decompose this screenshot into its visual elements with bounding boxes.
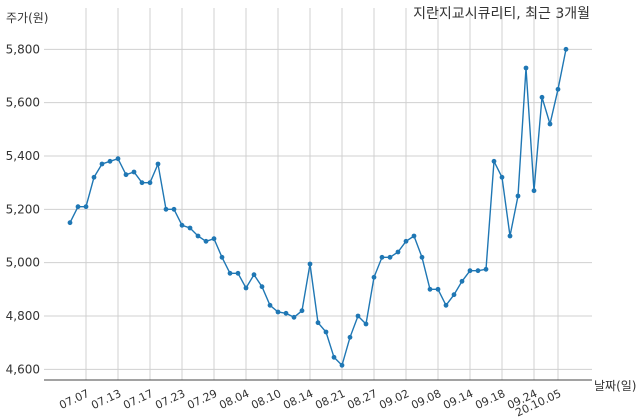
x-tick-label: 09.18 [473, 387, 507, 412]
price-point [283, 310, 289, 316]
y-tick-label: 4,600 [6, 362, 40, 376]
x-tick-label: 08.04 [217, 387, 251, 412]
price-point [315, 320, 321, 326]
price-point [299, 308, 305, 314]
price-point [275, 309, 281, 315]
price-point [395, 249, 401, 255]
price-point [107, 158, 113, 164]
x-axis-label: 날짜(일) [594, 379, 636, 393]
price-point [67, 220, 73, 226]
price-point [187, 225, 193, 231]
y-tick-label: 5,600 [6, 96, 40, 110]
price-point [243, 285, 249, 291]
price-point [235, 270, 241, 276]
price-points [67, 46, 569, 368]
price-point [195, 233, 201, 239]
x-tick-label: 08.14 [281, 387, 315, 412]
y-tick-label: 5,000 [6, 256, 40, 270]
price-point [467, 268, 473, 274]
x-tick-label: 09.08 [409, 387, 443, 412]
price-point [443, 302, 449, 308]
x-tick-label: 07.13 [89, 387, 123, 412]
price-point [387, 254, 393, 260]
price-point [91, 174, 97, 180]
price-point [155, 161, 161, 167]
price-point [499, 174, 505, 180]
x-tick-label: 07.23 [153, 387, 187, 412]
price-point [211, 236, 217, 242]
price-point [171, 206, 177, 212]
price-point [227, 270, 233, 276]
price-point [547, 121, 553, 127]
price-point [491, 158, 497, 164]
price-point [99, 161, 105, 167]
price-point [131, 169, 137, 175]
y-tick-label: 5,200 [6, 202, 40, 216]
price-point [323, 329, 329, 335]
price-point [139, 180, 145, 186]
price-point [371, 274, 377, 280]
y-tick-labels: 4,600 4,800 5,000 5,200 5,400 5,600 5,800 [6, 42, 40, 376]
price-series-line [69, 49, 567, 367]
price-point [563, 46, 569, 52]
price-point [291, 314, 297, 320]
price-point [419, 254, 425, 260]
price-point [203, 238, 209, 244]
price-point [539, 94, 545, 100]
price-point [75, 204, 81, 210]
y-axis-label: 주가(원) [6, 11, 48, 25]
price-point [515, 193, 521, 199]
price-point [363, 321, 369, 327]
price-point [379, 254, 385, 260]
price-point [331, 354, 337, 360]
price-point [123, 172, 129, 178]
y-tick-label: 5,800 [6, 42, 40, 56]
x-tick-label: 09.14 [441, 387, 475, 412]
price-point [115, 156, 121, 162]
price-point [435, 286, 441, 292]
price-point [347, 334, 353, 340]
price-point [339, 362, 345, 368]
price-point [83, 204, 89, 210]
price-point [475, 268, 481, 274]
price-point [259, 284, 265, 290]
price-point [411, 233, 417, 239]
price-point [507, 233, 513, 239]
price-point [219, 254, 225, 260]
x-tick-labels: 07.0707.1307.1707.2307.2908.0408.1008.14… [57, 387, 563, 419]
price-point [555, 86, 561, 92]
price-point [251, 272, 257, 278]
price-point [459, 278, 465, 284]
price-point [523, 65, 529, 71]
price-point [307, 261, 313, 267]
x-tick-label: 07.17 [121, 387, 155, 412]
price-point [147, 180, 153, 186]
y-tick-label: 5,400 [6, 149, 40, 163]
price-point [451, 292, 457, 298]
x-tick-label: 07.07 [57, 387, 91, 412]
price-point [427, 286, 433, 292]
y-tick-label: 4,800 [6, 309, 40, 323]
chart-title: 지란지교시큐리티, 최근 3개월 [413, 6, 590, 22]
x-tick-label: 08.27 [345, 387, 379, 412]
price-point [403, 238, 409, 244]
x-tick-label: 07.29 [185, 387, 219, 412]
x-tick-label: 08.10 [249, 387, 283, 412]
price-point [483, 266, 489, 272]
grid [44, 8, 592, 380]
x-tick-label: 08.21 [313, 387, 347, 412]
price-point [267, 302, 273, 308]
price-point [531, 188, 537, 194]
price-point [179, 222, 185, 228]
price-point [163, 206, 169, 212]
price-point [355, 313, 361, 319]
x-tick-label: 09.02 [377, 387, 411, 412]
